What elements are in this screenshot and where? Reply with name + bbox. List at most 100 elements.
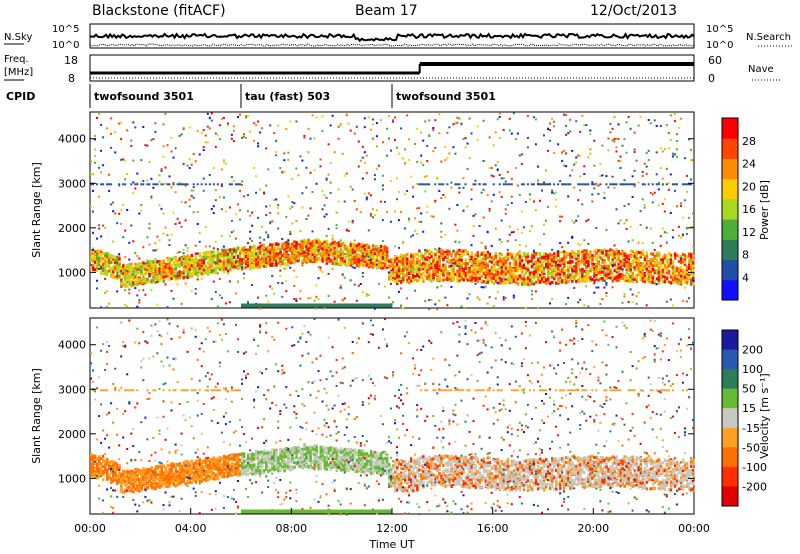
- heatmap-cell: [174, 260, 178, 263]
- heatmap-cell: [297, 174, 300, 177]
- heatmap-cell: [259, 261, 262, 265]
- heatmap-cell: [549, 272, 552, 275]
- heatmap-cell: [516, 228, 519, 231]
- heatmap-cell: [301, 192, 304, 195]
- heatmap-cell: [269, 248, 272, 252]
- heatmap-cell: [138, 270, 141, 273]
- heatmap-cell: [243, 257, 246, 260]
- heatmap-cell: [398, 219, 401, 222]
- heatmap-cell: [182, 265, 186, 269]
- heatmap-cell: [255, 252, 258, 255]
- heatmap-cell: [160, 270, 163, 274]
- heatmap-cell: [202, 189, 205, 192]
- heatmap-cell: [188, 275, 192, 279]
- heatmap-cell: [148, 222, 151, 225]
- heatmap-cell: [230, 231, 233, 234]
- heatmap-cell: [369, 251, 373, 255]
- heatmap-cell: [263, 252, 266, 256]
- heatmap-cell: [251, 240, 254, 242]
- heatmap-cell: [480, 286, 483, 289]
- heatmap-cell: [506, 266, 509, 269]
- heatmap-cell: [285, 279, 288, 282]
- heatmap-cell: [347, 257, 351, 261]
- heatmap-cell: [440, 222, 443, 225]
- heatmap-cell: [295, 252, 298, 256]
- heatmap-cell: [339, 252, 343, 256]
- heatmap-cell: [373, 307, 376, 310]
- heatmap-cell: [327, 257, 331, 260]
- heatmap-cell: [273, 132, 276, 134]
- heatmap-cell: [222, 161, 225, 164]
- heatmap-cell: [563, 164, 566, 167]
- heatmap-cell: [446, 156, 449, 159]
- heatmap-cell: [559, 215, 562, 218]
- heatmap-cell: [206, 266, 210, 270]
- heatmap-cell: [412, 195, 415, 198]
- heatmap-cell: [194, 272, 198, 276]
- heatmap-cell: [142, 276, 145, 280]
- heatmap-cell: [365, 294, 368, 297]
- heatmap-cell: [180, 274, 184, 278]
- heatmap-cell: [154, 260, 157, 264]
- heatmap-cell: [253, 244, 256, 248]
- heatmap-cell: [343, 256, 347, 260]
- heatmap-cell: [432, 276, 435, 280]
- heatmap-cell: [361, 251, 365, 255]
- heatmap-cell: [424, 300, 427, 302]
- heatmap-cell: [186, 269, 190, 273]
- heatmap-cell: [414, 289, 417, 292]
- heatmap-cell: [593, 291, 596, 294]
- heatmap-cell: [392, 301, 395, 304]
- heatmap-cell: [277, 245, 280, 249]
- heatmap-cell: [104, 256, 107, 260]
- heatmap-cell: [265, 259, 268, 263]
- heatmap-cell: [293, 245, 296, 248]
- heatmap-cell: [351, 188, 354, 191]
- heatmap-cell: [583, 304, 586, 307]
- heatmap-cell: [343, 253, 346, 255]
- heatmap-cell: [136, 294, 139, 297]
- heatmap-cell: [494, 164, 497, 167]
- heatmap-cell: [601, 174, 604, 177]
- heatmap-cell: [287, 240, 290, 243]
- heatmap-cell: [212, 205, 215, 208]
- heatmap-cell: [232, 250, 236, 254]
- heatmap-cell: [220, 248, 224, 252]
- heatmap-cell: [94, 134, 97, 137]
- heatmap-cell: [468, 117, 471, 120]
- heatmap-cell: [241, 136, 244, 139]
- heatmap-cell: [228, 206, 231, 209]
- heatmap-cell: [106, 255, 109, 259]
- heatmap-cell: [361, 254, 365, 258]
- heatmap-cell: [283, 152, 286, 155]
- heatmap-cell: [543, 183, 546, 186]
- heatmap-cell: [520, 162, 523, 165]
- heatmap-cell: [557, 254, 560, 258]
- heatmap-cell: [506, 248, 509, 251]
- heatmap-cell: [230, 133, 233, 136]
- heatmap-cell: [208, 117, 211, 120]
- heatmap-cell: [526, 183, 529, 186]
- heatmap-cell: [543, 223, 546, 226]
- heatmap-cell: [182, 276, 186, 280]
- heatmap-cell: [148, 272, 151, 275]
- heatmap-cell: [94, 259, 97, 262]
- heatmap-cell: [595, 276, 598, 280]
- heatmap-cell: [245, 115, 248, 117]
- heatmap-cell: [583, 183, 586, 186]
- heatmap-cell: [543, 134, 546, 137]
- heatmap-cell: [279, 259, 282, 263]
- heatmap-cell: [444, 267, 447, 271]
- heatmap-cell: [317, 298, 320, 301]
- heatmap-cell: [271, 243, 274, 247]
- heatmap-cell: [438, 132, 441, 135]
- heatmap-cell: [383, 266, 387, 270]
- heatmap-cell: [224, 263, 228, 267]
- heatmap-cell: [222, 265, 226, 269]
- heatmap-cell: [305, 186, 308, 189]
- heatmap-cell: [100, 124, 103, 126]
- heatmap-cell: [404, 193, 407, 196]
- heatmap-cell: [569, 183, 572, 186]
- heatmap-cell: [180, 260, 184, 264]
- heatmap-cell: [235, 213, 238, 216]
